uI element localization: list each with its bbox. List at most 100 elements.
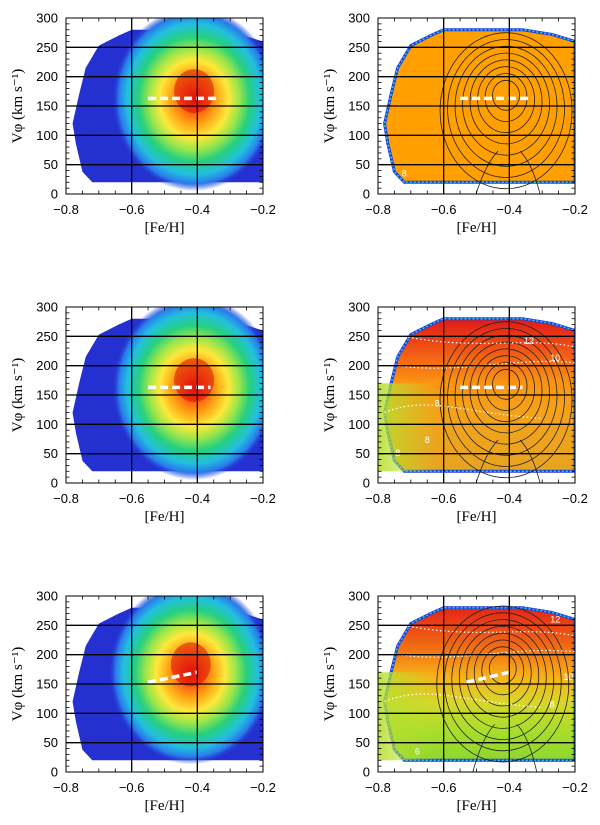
- x-tick-label: −0.8: [53, 202, 79, 217]
- x-tick-label: −0.6: [119, 491, 145, 506]
- y-axis-label: Vφ (km s⁻¹): [10, 358, 26, 432]
- y-tick-label: 50: [356, 446, 370, 461]
- y-axis-label: Vφ (km s⁻¹): [322, 69, 338, 143]
- y-tick-label: 150: [348, 388, 370, 403]
- contour-label: 12: [550, 614, 560, 624]
- trend-line: [147, 670, 198, 684]
- x-tick-label: −0.2: [250, 780, 276, 795]
- y-tick-label: 200: [348, 647, 370, 662]
- x-tick-label: −0.4: [184, 202, 210, 217]
- density-contour: [447, 39, 565, 178]
- y-axis-label: Vφ (km s⁻¹): [322, 647, 338, 721]
- contour-label: 8: [435, 399, 440, 409]
- x-tick-label: −0.4: [184, 780, 210, 795]
- axis-ticks: [377, 17, 576, 195]
- age-map-young-region: [378, 383, 438, 472]
- contour-label: 10: [563, 672, 573, 682]
- contour-label: 8: [402, 168, 407, 178]
- x-tick-label: −0.2: [562, 491, 588, 506]
- density-contour: [447, 328, 565, 467]
- plot-area: 12 10 8 8 8: [378, 317, 575, 483]
- gridlines: [378, 307, 575, 483]
- y-tick-label: 0: [363, 187, 370, 202]
- y-tick-label: 100: [348, 417, 370, 432]
- contour-label: 6: [415, 746, 420, 756]
- y-tick-label: 100: [348, 706, 370, 721]
- plot-area: [72, 18, 263, 192]
- axis-ticks: [377, 595, 576, 773]
- age-contour-8: [384, 693, 543, 709]
- axis-ticks: [377, 306, 576, 484]
- y-tick-label: 0: [363, 476, 370, 491]
- y-tick-label: 250: [36, 618, 58, 633]
- density-contour: [473, 639, 532, 707]
- density-contour: [462, 52, 550, 156]
- contour-label: 8: [395, 448, 400, 458]
- density-contour: [469, 348, 543, 434]
- y-tick-label: 250: [36, 329, 58, 344]
- x-axis-label: [Fe/H]: [145, 509, 185, 525]
- age-map-edge: [383, 606, 575, 762]
- x-tick-label: −0.8: [365, 202, 391, 217]
- density-contour: [439, 32, 573, 190]
- trend-line: [466, 670, 510, 684]
- gridlines: [378, 18, 575, 194]
- x-axis-label: [Fe/H]: [457, 220, 497, 236]
- x-tick-label: −0.2: [562, 780, 588, 795]
- axis-ticks: [65, 306, 264, 484]
- age-map-young-region: [378, 672, 438, 761]
- y-tick-label: 250: [348, 618, 370, 633]
- panel-r3c2: 12 10 8 6 −0.8 −0.6 −0.4 −0.2 0 50 100 150 200 250 300…: [322, 589, 588, 815]
- y-tick-label: 0: [51, 765, 58, 780]
- panel-r1c2: 8 −0.8 −0.6 −0.4 −0.2 0 50 100 150 200 250 300 [Fe/H…: [322, 11, 588, 237]
- x-tick-label: −0.6: [431, 780, 457, 795]
- contour-label: 8: [550, 699, 555, 709]
- y-tick-label: 150: [36, 677, 58, 692]
- panel-r2c1: −0.8 −0.6 −0.4 −0.2 0 50 100 150 200 250 300 [Fe/H]…: [10, 300, 276, 526]
- x-tick-label: −0.2: [250, 202, 276, 217]
- y-tick-label: 100: [36, 128, 58, 143]
- contour-label: 8: [425, 435, 430, 445]
- age-contour-8: [384, 404, 543, 420]
- density-contour: [492, 79, 520, 111]
- gridlines: [66, 596, 263, 772]
- x-tick-label: −0.8: [365, 780, 391, 795]
- y-tick-label: 100: [348, 128, 370, 143]
- age-contours: [384, 335, 575, 420]
- y-tick-label: 200: [348, 358, 370, 373]
- x-tick-label: −0.2: [250, 491, 276, 506]
- density-peak: [170, 642, 211, 687]
- plot-area: 12 10 8 6: [378, 605, 575, 772]
- axis-ticks: [65, 595, 264, 773]
- y-tick-label: 150: [348, 677, 370, 692]
- x-axis-label: [Fe/H]: [457, 798, 497, 814]
- y-axis-label: Vφ (km s⁻¹): [10, 69, 26, 143]
- y-tick-label: 200: [348, 69, 370, 84]
- y-tick-label: 50: [44, 446, 58, 461]
- plot-area: [72, 307, 263, 481]
- x-tick-label: −0.4: [496, 202, 522, 217]
- y-tick-label: 300: [348, 300, 370, 315]
- x-tick-label: −0.6: [431, 202, 457, 217]
- density-contour: [475, 150, 499, 194]
- density-contour: [519, 150, 541, 194]
- density-contour: [469, 59, 543, 145]
- density-contour: [519, 439, 541, 483]
- y-tick-label: 100: [36, 417, 58, 432]
- y-tick-label: 100: [36, 706, 58, 721]
- y-tick-label: 150: [36, 99, 58, 114]
- y-tick-label: 0: [51, 187, 58, 202]
- x-axis-label: [Fe/H]: [145, 220, 185, 236]
- y-tick-label: 250: [348, 329, 370, 344]
- density-contour: [492, 368, 520, 400]
- y-tick-label: 150: [348, 99, 370, 114]
- x-tick-label: −0.6: [119, 780, 145, 795]
- panel-r1c1: −0.8 −0.6 −0.4 −0.2 0 50 100 150 200 250 300 [Fe/H]…: [10, 11, 276, 237]
- contour-label: 12: [524, 336, 534, 346]
- plot-area: [72, 596, 263, 765]
- y-axis-label: Vφ (km s⁻¹): [322, 358, 338, 432]
- axis-ticks: [65, 17, 264, 195]
- x-tick-label: −0.6: [431, 491, 457, 506]
- density-contour: [458, 626, 547, 729]
